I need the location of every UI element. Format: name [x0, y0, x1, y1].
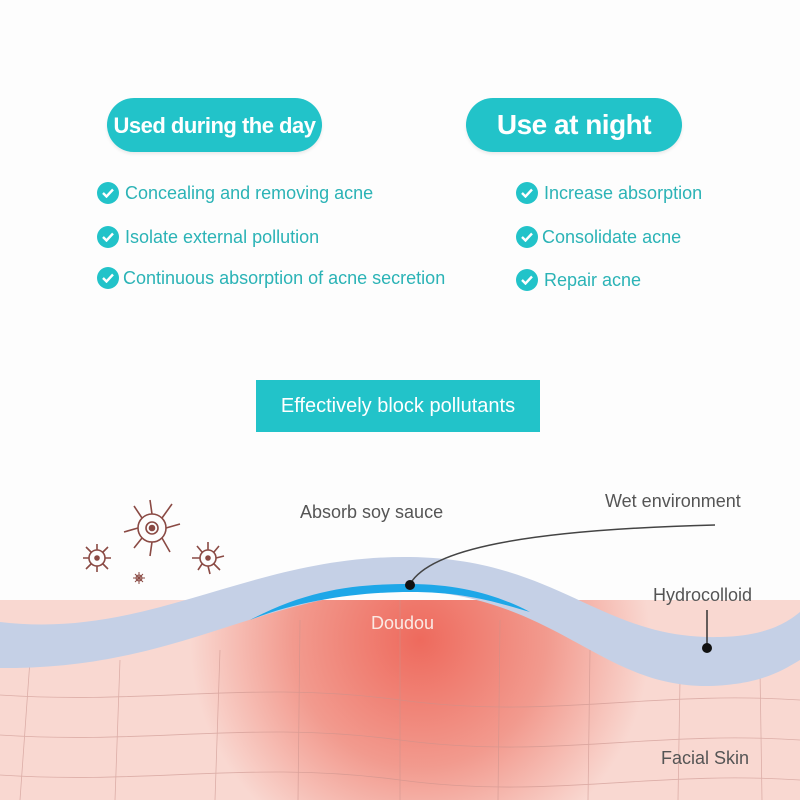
check-circle-icon [97, 226, 119, 248]
night-use-badge: Use at night [466, 98, 682, 152]
list-item: Repair acne [516, 269, 641, 291]
skin-grid [0, 600, 800, 800]
bacteria-icon [83, 499, 225, 584]
pointer-dot [702, 643, 712, 653]
list-item: Increase absorption [516, 182, 702, 204]
doudou-label: Doudou [371, 613, 435, 633]
wet-environment-label: Wet environment [605, 491, 741, 511]
facial-skin-label: Facial Skin [661, 748, 750, 768]
wet-layer [250, 584, 530, 620]
item-label: Isolate external pollution [125, 226, 320, 247]
hydrocolloid-label: Hydrocolloid [653, 585, 753, 605]
wet-pointer-line [409, 524, 716, 585]
check-circle-icon [516, 269, 538, 291]
item-label: Consolidate acne [542, 226, 682, 247]
check-circle-icon [516, 182, 538, 204]
check-circle-icon [97, 182, 119, 204]
list-item: Continuous absorption of acne secretion [97, 267, 445, 289]
check-circle-icon [97, 267, 119, 289]
item-label: Concealing and removing acne [125, 182, 374, 203]
pointer-dot [405, 580, 415, 590]
absorb-label: Absorb soy sauce [300, 502, 444, 522]
hydrocolloid-layer [0, 556, 800, 687]
item-label: Repair acne [544, 269, 642, 290]
list-item: Isolate external pollution [97, 226, 319, 248]
day-use-badge: Used during the day [107, 98, 322, 152]
item-label: Increase absorption [544, 182, 703, 203]
check-circle-icon [516, 226, 538, 248]
list-item: Consolidate acne [516, 226, 681, 248]
hydrocolloid-diagram [0, 499, 800, 800]
list-item: Concealing and removing acne [97, 182, 373, 204]
item-label: Continuous absorption of acne secretion [123, 267, 446, 288]
block-pollutants-banner: Effectively block pollutants [256, 380, 540, 432]
